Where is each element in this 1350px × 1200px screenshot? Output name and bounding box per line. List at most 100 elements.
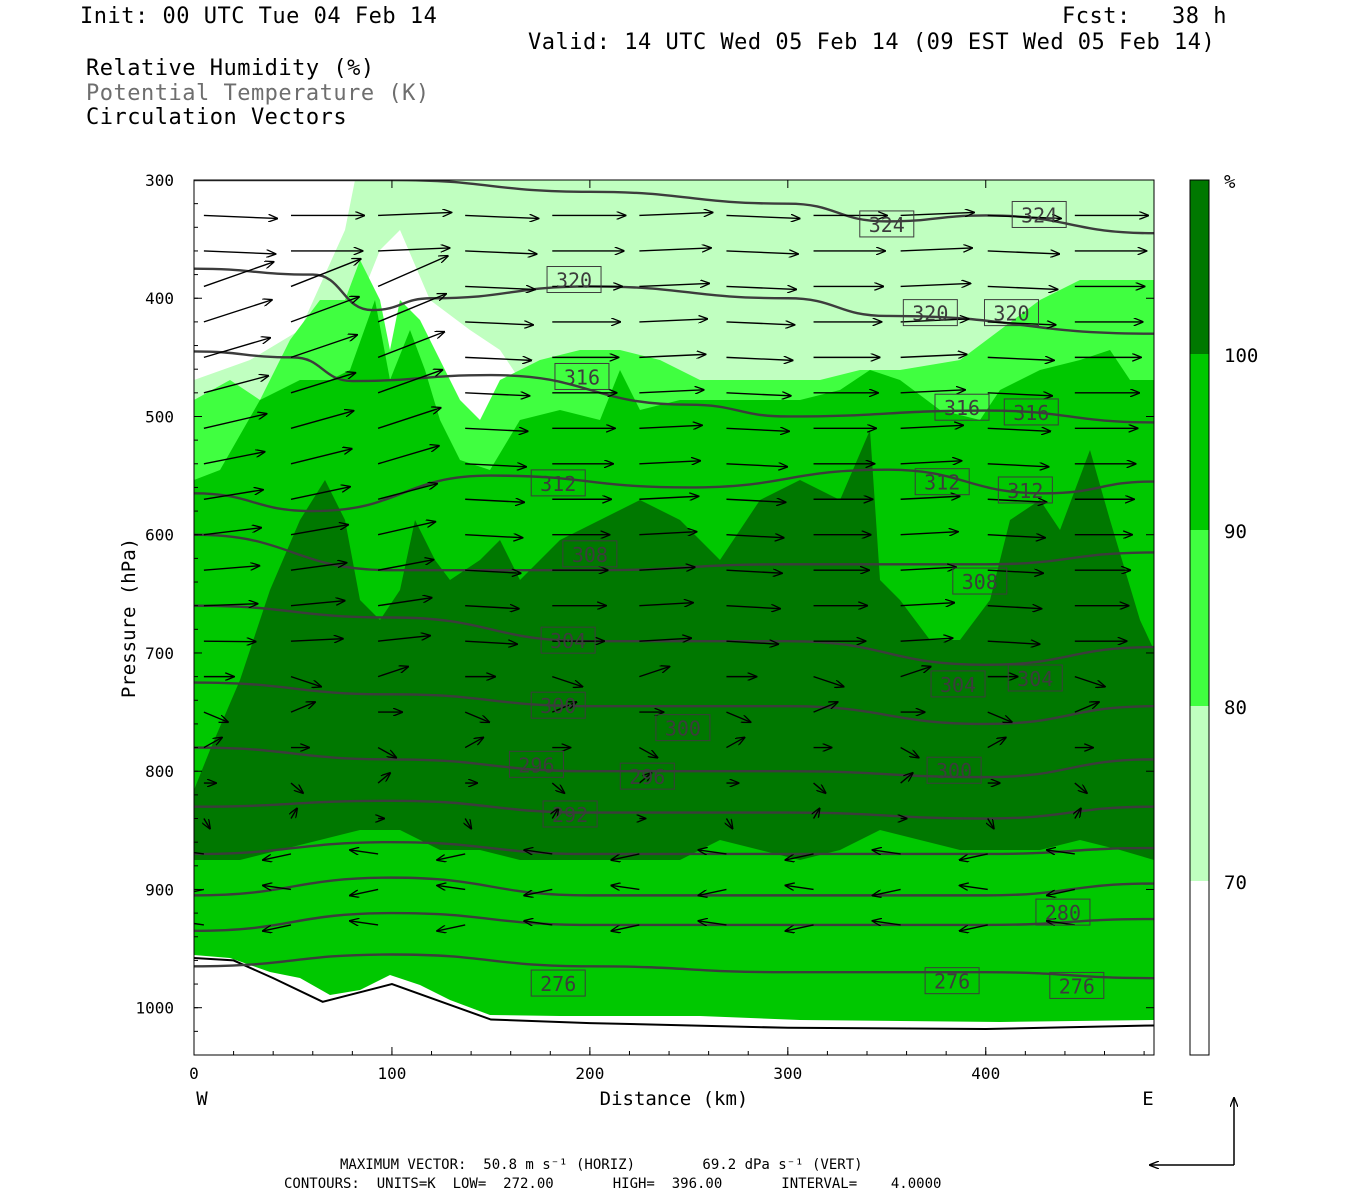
circulation-vector	[203, 452, 265, 465]
circulation-vector	[987, 215, 1061, 218]
contour-info-note: CONTOURS: UNITS=K LOW= 272.00 HIGH= 396.…	[284, 1176, 942, 1192]
theta-label-box-320	[983, 299, 1039, 327]
circulation-vector	[290, 411, 354, 429]
circulation-vector	[203, 262, 274, 288]
circulation-vector	[290, 782, 303, 793]
circulation-vector	[639, 638, 691, 641]
circulation-vector	[203, 528, 261, 536]
circulation-vector	[1047, 888, 1075, 895]
circulation-vector	[1075, 809, 1081, 819]
circulation-vector	[377, 256, 448, 288]
y-axis-title: Pressure (hPa)	[118, 538, 140, 698]
circulation-vector	[726, 570, 781, 573]
circulation-vector	[786, 853, 814, 860]
theta-label-box-316	[1003, 398, 1059, 426]
circulation-vector	[900, 354, 967, 357]
circulation-vector	[194, 851, 204, 855]
circulation-vector	[290, 639, 343, 642]
circulation-vector	[551, 702, 576, 713]
circulation-vector	[465, 818, 471, 829]
x-tick-label: 100	[377, 1064, 406, 1083]
circulation-vector	[524, 888, 553, 895]
circulation-vector	[203, 566, 259, 571]
circulation-vector	[900, 567, 956, 570]
circulation-vector	[377, 446, 439, 465]
valid-time: Valid: 14 UTC Wed 05 Feb 14 (09 EST Wed …	[528, 30, 1216, 55]
circulation-vector	[1047, 850, 1075, 854]
y-axis-ticks: 300 400 500 600 700 800 900 1000	[135, 171, 1154, 1056]
circulation-vectors	[194, 212, 1148, 930]
circulation-vector	[465, 606, 519, 609]
x-tick-label: 300	[773, 1064, 802, 1083]
circulation-vector	[377, 408, 441, 429]
y-tick-label: 600	[145, 526, 174, 545]
y-tick-label: 400	[145, 289, 174, 308]
circulation-vector	[1074, 675, 1105, 687]
theta-label-box-304	[1007, 664, 1063, 692]
y-tick-label: 300	[145, 171, 174, 190]
circulation-vector	[464, 738, 483, 749]
circulation-vector	[639, 212, 712, 215]
colorbar-level-90: 90	[1224, 521, 1247, 543]
y-tick-label: 500	[145, 407, 174, 426]
theta-label-276: 276	[934, 970, 970, 994]
circulation-vector	[377, 746, 396, 758]
theta-label-312: 312	[540, 472, 576, 496]
circulation-vector	[987, 499, 1047, 502]
circulation-vector	[873, 850, 901, 854]
theta-contour-labels: 324 324 320 320 320 316 316 316 312 312 312 308 308 3…	[508, 200, 1105, 999]
circulation-vector	[698, 921, 727, 925]
theta-label-308: 308	[572, 543, 608, 567]
theta-label-276: 276	[1059, 974, 1095, 998]
y-tick-label: 700	[145, 644, 174, 663]
circulation-vector	[814, 809, 820, 819]
circulation-vector	[726, 464, 787, 467]
circulation-vector	[377, 522, 435, 536]
circulation-vector	[988, 818, 994, 829]
theta-label-304: 304	[550, 629, 586, 653]
circulation-vector	[377, 332, 444, 359]
theta-label-300: 300	[936, 759, 972, 783]
circulation-vector	[987, 393, 1052, 396]
x-axis-title: Distance (km)	[600, 1088, 749, 1110]
theta-label-box-312	[914, 468, 970, 496]
circulation-vector	[611, 885, 640, 889]
theta-label-box-320	[902, 299, 958, 327]
circulation-vector	[639, 248, 710, 251]
circulation-vector	[726, 286, 796, 289]
circulation-vector	[639, 746, 657, 758]
circulation-vector	[987, 738, 1006, 749]
circulation-vector	[987, 570, 1043, 573]
circulation-vector	[987, 535, 1045, 538]
theta-label-296: 296	[518, 753, 554, 777]
circulation-vector	[290, 297, 359, 323]
circulation-vector	[639, 283, 709, 286]
theta-contour-276	[194, 953, 1154, 980]
field-vectors-label: Circulation Vectors	[86, 105, 348, 130]
theta-label-box-320	[546, 266, 602, 294]
circulation-vector	[639, 567, 694, 570]
circulation-vector	[726, 251, 797, 254]
circulation-vector	[639, 532, 696, 535]
theta-contour-284	[194, 876, 1154, 897]
plot-frame	[193, 179, 1155, 1056]
circulation-vector	[377, 560, 433, 571]
circulation-vector	[194, 888, 205, 893]
theta-label-box-276	[924, 967, 980, 995]
theta-label-320: 320	[912, 302, 948, 326]
circulation-vector	[726, 535, 783, 538]
circulation-vector	[203, 251, 275, 254]
circulation-vector	[552, 675, 582, 687]
circulation-vector	[203, 338, 270, 359]
circulation-vector	[377, 370, 442, 394]
west-label: W	[196, 1088, 208, 1110]
circulation-vector	[987, 286, 1058, 289]
circulation-vector	[726, 428, 789, 431]
theta-contour-324	[194, 180, 1154, 235]
theta-label-box-300	[530, 691, 586, 719]
east-label: E	[1142, 1088, 1153, 1110]
theta-label-box-300	[926, 756, 982, 784]
circulation-vector	[350, 850, 379, 854]
theta-label-box-312	[530, 469, 586, 497]
circulation-vector	[551, 782, 564, 793]
